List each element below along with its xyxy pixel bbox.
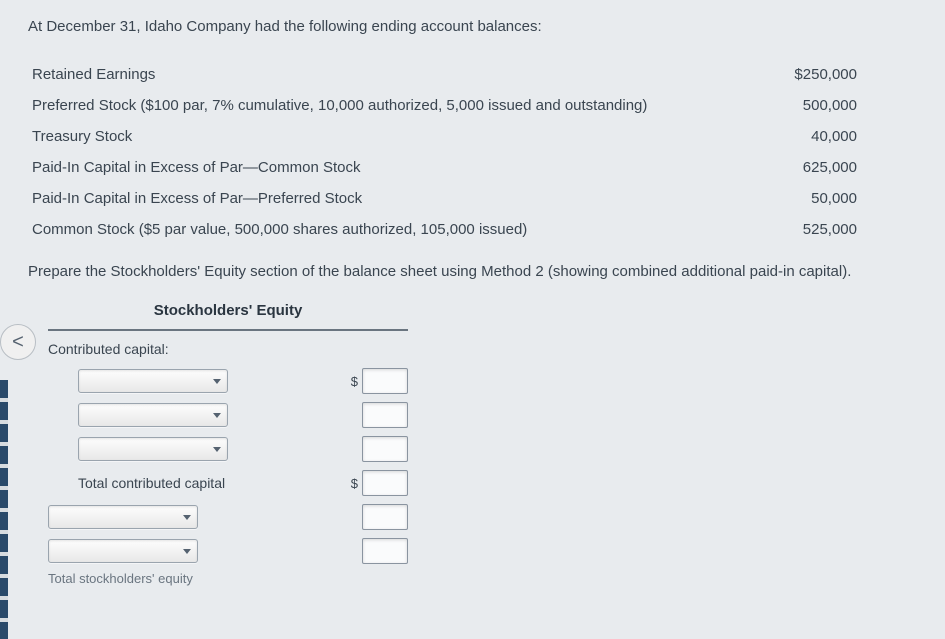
- account-label: Preferred Stock ($100 par, 7% cumulative…: [28, 90, 767, 121]
- account-dropdown-2[interactable]: [78, 403, 228, 427]
- table-row: Retained Earnings $250,000: [28, 59, 917, 90]
- form-area: Contributed capital: $: [48, 341, 408, 565]
- input-row: [48, 401, 408, 429]
- input-row: [48, 537, 408, 565]
- equity-section: < Stockholders' Equity Contributed capit…: [28, 296, 917, 586]
- equity-header: Stockholders' Equity: [48, 296, 408, 329]
- amount-input-1[interactable]: [362, 368, 408, 394]
- amount-input-2[interactable]: [362, 402, 408, 428]
- account-amount: $250,000: [767, 59, 917, 90]
- intro-text: At December 31, Idaho Company had the fo…: [28, 18, 917, 35]
- input-row: [48, 435, 408, 463]
- amount-input-4[interactable]: [362, 504, 408, 530]
- table-row: Common Stock ($5 par value, 500,000 shar…: [28, 214, 917, 245]
- input-row: [48, 503, 408, 531]
- question-page: At December 31, Idaho Company had the fo…: [0, 0, 945, 639]
- account-dropdown-1[interactable]: [78, 369, 228, 393]
- divider: [48, 329, 408, 331]
- input-row: $: [48, 367, 408, 395]
- account-dropdown-5[interactable]: [48, 539, 198, 563]
- total-stockholders-label: Total stockholders' equity: [48, 571, 917, 586]
- account-label: Paid-In Capital in Excess of Par—Preferr…: [28, 183, 767, 214]
- account-label: Treasury Stock: [28, 121, 767, 152]
- account-label: Retained Earnings: [28, 59, 767, 90]
- account-label: Paid-In Capital in Excess of Par—Common …: [28, 152, 767, 183]
- account-dropdown-3[interactable]: [78, 437, 228, 461]
- table-row: Preferred Stock ($100 par, 7% cumulative…: [28, 90, 917, 121]
- currency-symbol: $: [348, 374, 358, 389]
- account-amount: 500,000: [767, 90, 917, 121]
- account-amount: 40,000: [767, 121, 917, 152]
- instruction-text: Prepare the Stockholders' Equity section…: [28, 263, 917, 280]
- left-nav-stripe: [0, 380, 8, 639]
- currency-symbol: $: [348, 476, 358, 491]
- table-row: Paid-In Capital in Excess of Par—Preferr…: [28, 183, 917, 214]
- total-contributed-input[interactable]: [362, 470, 408, 496]
- account-balances-table: Retained Earnings $250,000 Preferred Sto…: [28, 59, 917, 245]
- prev-button[interactable]: <: [0, 324, 36, 360]
- table-row: Paid-In Capital in Excess of Par—Common …: [28, 152, 917, 183]
- chevron-left-icon: <: [12, 331, 24, 354]
- table-row: Treasury Stock 40,000: [28, 121, 917, 152]
- account-dropdown-4[interactable]: [48, 505, 198, 529]
- amount-input-5[interactable]: [362, 538, 408, 564]
- account-amount: 525,000: [767, 214, 917, 245]
- total-row: Total contributed capital $: [48, 469, 408, 497]
- contributed-capital-label: Contributed capital:: [48, 341, 408, 357]
- account-amount: 625,000: [767, 152, 917, 183]
- total-contributed-label: Total contributed capital: [48, 475, 228, 491]
- amount-input-3[interactable]: [362, 436, 408, 462]
- account-label: Common Stock ($5 par value, 500,000 shar…: [28, 214, 767, 245]
- account-amount: 50,000: [767, 183, 917, 214]
